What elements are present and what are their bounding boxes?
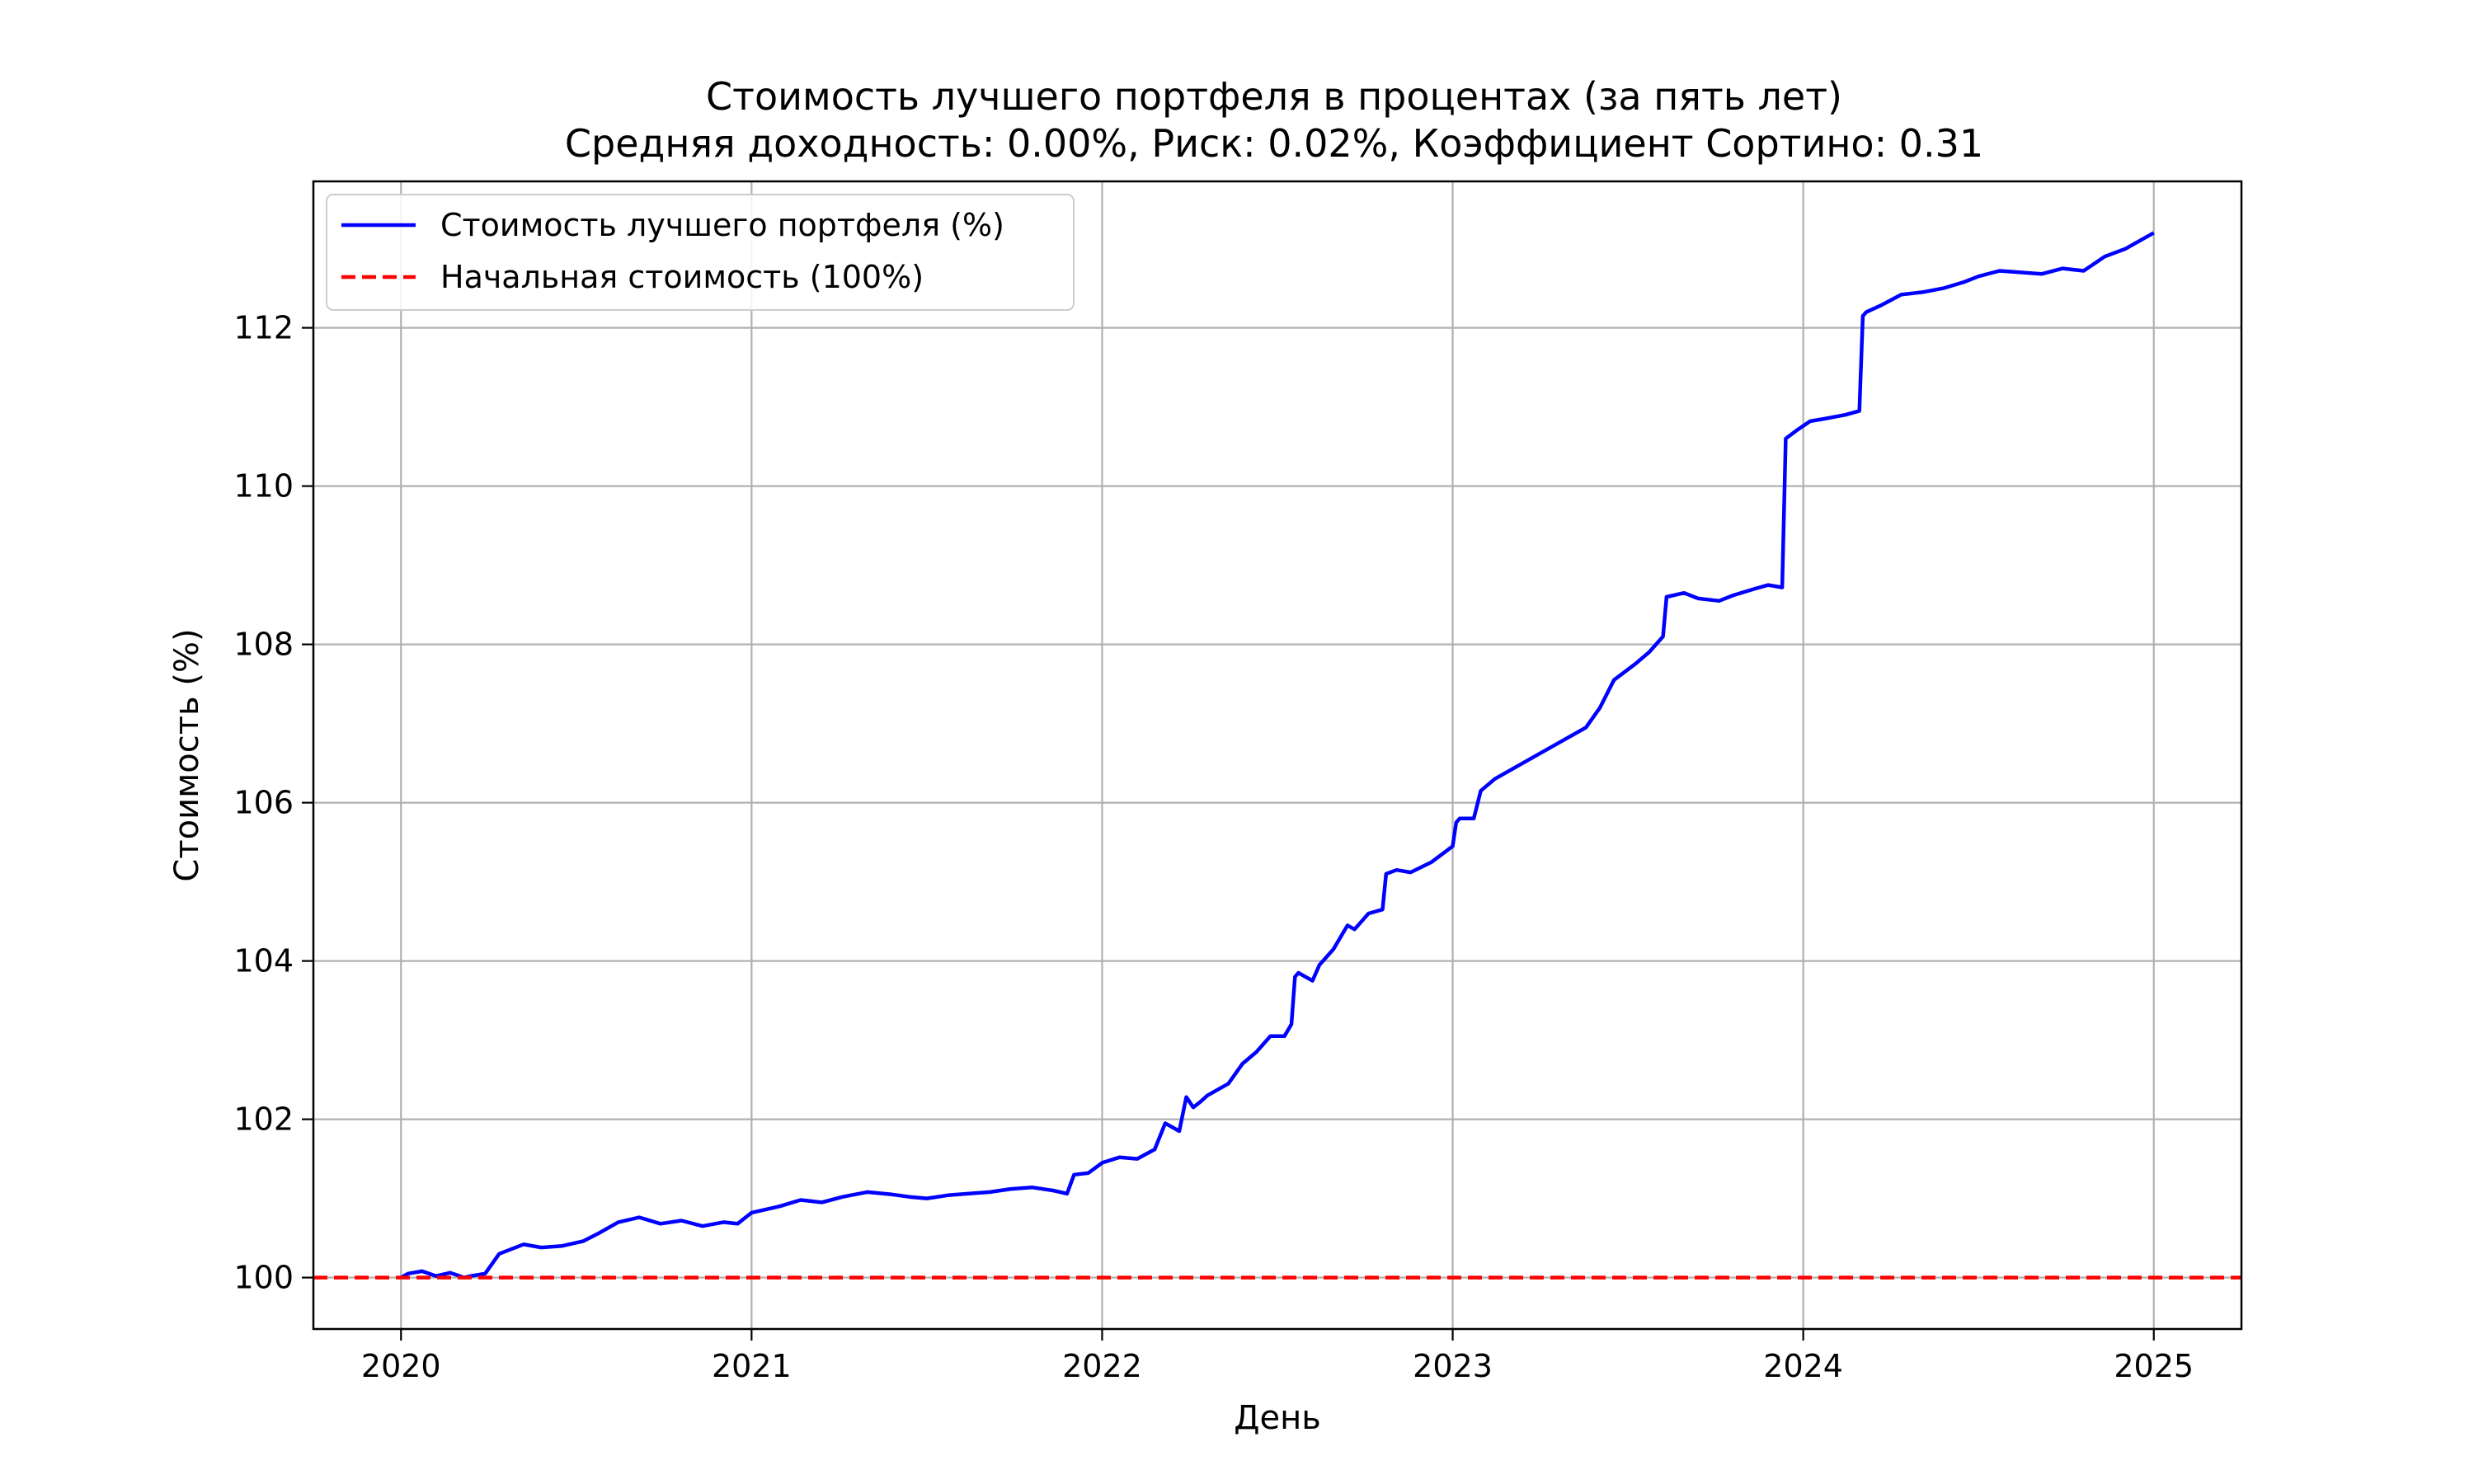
portfolio-value-line <box>400 231 2155 1280</box>
y-tick-label: 108 <box>233 627 294 663</box>
axis-ticks: 2020 2021 2022 2023 2024 2025 100 102 104 106 108 1… <box>233 310 2194 1384</box>
x-tick-label: 2020 <box>361 1348 441 1384</box>
x-axis-label: День <box>1234 1399 1321 1437</box>
legend-label-initial: Начальная стоимость (100%) <box>440 259 924 295</box>
y-tick-label: 104 <box>233 943 294 979</box>
x-tick-label: 2025 <box>2114 1348 2194 1384</box>
legend-label-portfolio: Стоимость лучшего портфеля (%) <box>440 207 1004 243</box>
y-axis-label: Стоимость (%) <box>168 628 206 881</box>
plot-area-frame <box>312 180 2243 1331</box>
x-tick-label: 2022 <box>1062 1348 1142 1384</box>
series-layer <box>313 231 2241 1280</box>
y-tick-label: 102 <box>233 1101 294 1138</box>
y-tick-label: 100 <box>233 1260 294 1296</box>
y-tick-label: 112 <box>233 310 294 346</box>
y-tick-label: 110 <box>233 468 294 505</box>
x-tick-label: 2024 <box>1763 1348 1843 1384</box>
chart-title: Стоимость лучшего портфеля в процентах (… <box>706 74 1842 119</box>
x-tick-label: 2023 <box>1413 1348 1493 1384</box>
grid <box>313 181 2241 1329</box>
y-tick-label: 106 <box>233 785 294 821</box>
legend-box <box>326 194 1075 311</box>
legend: Стоимость лучшего портфеля (%) Начальная… <box>326 194 1075 311</box>
chart-subtitle: Средняя доходность: 0.00%, Риск: 0.02%, … <box>565 121 1983 166</box>
x-tick-label: 2021 <box>712 1348 792 1384</box>
